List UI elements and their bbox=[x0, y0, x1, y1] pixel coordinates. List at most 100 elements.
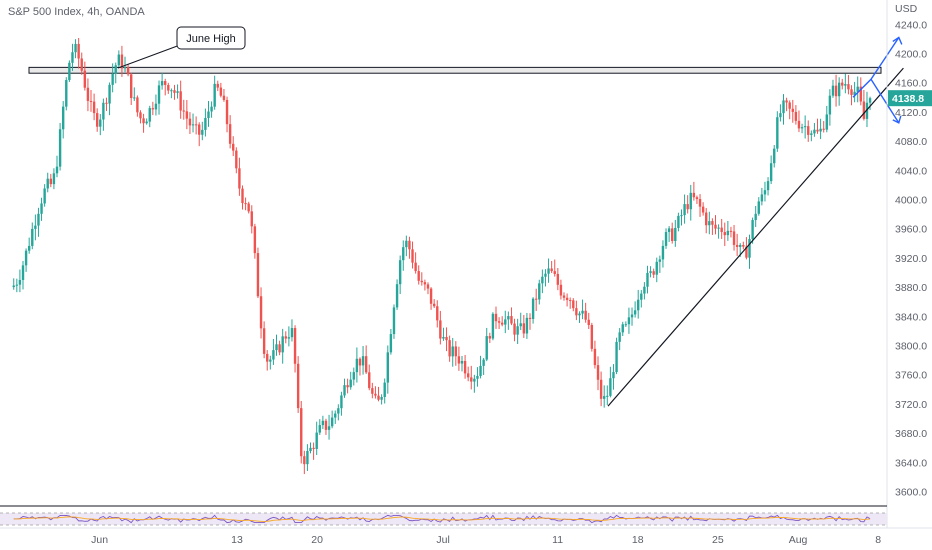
price-tick-label: 3760.0 bbox=[895, 370, 927, 382]
candle bbox=[207, 101, 210, 127]
candle bbox=[834, 74, 838, 107]
candle bbox=[55, 155, 59, 178]
resistance-zone[interactable] bbox=[28, 66, 882, 74]
candle bbox=[61, 101, 65, 139]
candle bbox=[565, 293, 569, 307]
candle bbox=[677, 212, 680, 232]
candle bbox=[633, 301, 637, 318]
candle bbox=[389, 328, 393, 355]
candle bbox=[695, 195, 699, 205]
candle bbox=[810, 130, 813, 142]
candle bbox=[485, 327, 488, 362]
candle bbox=[102, 98, 105, 131]
candle bbox=[680, 209, 683, 226]
candle bbox=[807, 120, 810, 142]
candle bbox=[868, 96, 872, 111]
candle bbox=[139, 110, 142, 124]
candle bbox=[241, 185, 244, 210]
candle bbox=[473, 374, 476, 393]
candle bbox=[482, 358, 485, 375]
time-tick-label: Aug bbox=[789, 534, 808, 546]
candle bbox=[130, 72, 133, 105]
candle bbox=[550, 260, 553, 274]
candle bbox=[173, 84, 176, 100]
candle bbox=[584, 302, 587, 323]
candle bbox=[244, 197, 247, 211]
candle bbox=[65, 77, 68, 111]
candle bbox=[562, 292, 566, 301]
price-tick-label: 3720.0 bbox=[895, 399, 927, 411]
projection-arrows[interactable] bbox=[852, 36, 903, 124]
candle bbox=[315, 421, 318, 456]
price-axis[interactable]: 3600.0 3640.0 3680.0 3720.0 3760.0 3800.0 3840… bbox=[888, 19, 932, 499]
candle bbox=[52, 168, 56, 190]
candle bbox=[380, 394, 383, 405]
candle bbox=[504, 310, 507, 334]
candle bbox=[321, 415, 325, 430]
candle bbox=[290, 319, 294, 342]
candle bbox=[185, 99, 189, 130]
candle bbox=[479, 355, 482, 379]
candle bbox=[411, 241, 414, 269]
candle bbox=[256, 247, 260, 299]
candle bbox=[306, 444, 309, 472]
candle bbox=[646, 265, 649, 294]
candle bbox=[612, 364, 615, 390]
candle bbox=[346, 378, 349, 394]
candle bbox=[559, 279, 563, 300]
ascending-trendline[interactable] bbox=[607, 67, 904, 407]
candle bbox=[615, 337, 618, 375]
price-tick-label: 3920.0 bbox=[895, 253, 927, 265]
candle bbox=[405, 235, 408, 257]
candle bbox=[108, 82, 111, 116]
candle bbox=[83, 61, 87, 91]
candle bbox=[766, 177, 770, 196]
candle bbox=[581, 299, 584, 320]
candle bbox=[383, 378, 386, 404]
candle bbox=[606, 385, 609, 405]
candle bbox=[785, 97, 788, 112]
candle bbox=[754, 206, 757, 228]
candle bbox=[528, 313, 532, 330]
candle bbox=[364, 345, 368, 374]
price-tick-label: 4240.0 bbox=[895, 19, 927, 31]
candle bbox=[476, 367, 479, 387]
candle bbox=[451, 337, 454, 367]
candle bbox=[377, 386, 380, 402]
price-tick-label: 3600.0 bbox=[895, 487, 927, 499]
candle bbox=[590, 322, 594, 352]
candle bbox=[157, 80, 161, 115]
price-tick-label: 4000.0 bbox=[895, 195, 927, 207]
candle bbox=[516, 318, 519, 344]
time-tick-label: 20 bbox=[311, 534, 323, 546]
candle bbox=[788, 100, 791, 120]
candle bbox=[720, 218, 723, 239]
candle bbox=[432, 299, 436, 308]
candle bbox=[578, 311, 581, 323]
candle bbox=[194, 116, 198, 135]
candle bbox=[213, 75, 216, 110]
time-axis[interactable]: Jun1320Jul111825Aug815 bbox=[91, 534, 932, 546]
candle bbox=[572, 298, 575, 312]
candle bbox=[426, 282, 430, 295]
candle bbox=[247, 201, 250, 214]
candle bbox=[355, 347, 359, 383]
candle bbox=[170, 88, 173, 99]
candle bbox=[603, 385, 606, 408]
candle bbox=[813, 122, 816, 137]
june-high-callout[interactable]: June High bbox=[117, 26, 246, 69]
candle bbox=[250, 205, 253, 234]
candle bbox=[179, 80, 182, 119]
candle bbox=[417, 265, 420, 285]
candle bbox=[671, 222, 674, 244]
candle bbox=[859, 77, 862, 106]
candle bbox=[494, 306, 498, 329]
candle bbox=[293, 325, 297, 373]
candle bbox=[531, 297, 535, 324]
candle bbox=[167, 82, 170, 94]
candle bbox=[488, 332, 492, 344]
candle bbox=[522, 314, 526, 338]
candle bbox=[160, 73, 164, 90]
candle bbox=[553, 259, 556, 277]
candle bbox=[856, 76, 859, 103]
